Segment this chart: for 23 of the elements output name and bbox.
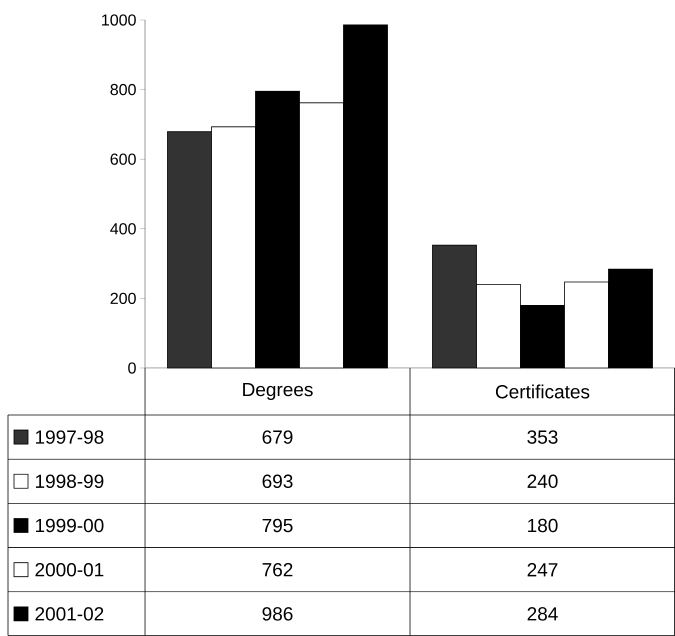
y-tick-label: 600 <box>110 154 136 165</box>
data-label: 353 <box>527 430 558 444</box>
y-tick-label: 400 <box>110 223 136 234</box>
x-tick-label: Degrees <box>243 382 313 400</box>
data-label: 693 <box>262 474 293 488</box>
data-label: 247 <box>528 563 558 576</box>
data-label: 679 <box>262 430 292 444</box>
y-tick-label: 200 <box>110 292 136 304</box>
y-tick-label: 800 <box>110 84 136 96</box>
data-label: 284 <box>528 607 558 621</box>
legend-label: 1997-98 <box>36 430 104 444</box>
data-label: 795 <box>262 518 293 532</box>
data-label: 986 <box>262 607 293 621</box>
legend-label: 2000-01 <box>35 562 104 576</box>
x-tick-label: Certificates <box>496 384 590 398</box>
legend-label: 1999-00 <box>36 518 104 532</box>
data-label: 240 <box>528 474 558 488</box>
y-tick-label: 1000 <box>102 14 136 26</box>
data-label: 762 <box>262 562 292 576</box>
legend-label: 2001-02 <box>35 607 104 621</box>
data-label: 180 <box>528 518 558 532</box>
legend-label: 1998-99 <box>36 474 104 488</box>
y-tick-label: 0 <box>128 362 136 374</box>
